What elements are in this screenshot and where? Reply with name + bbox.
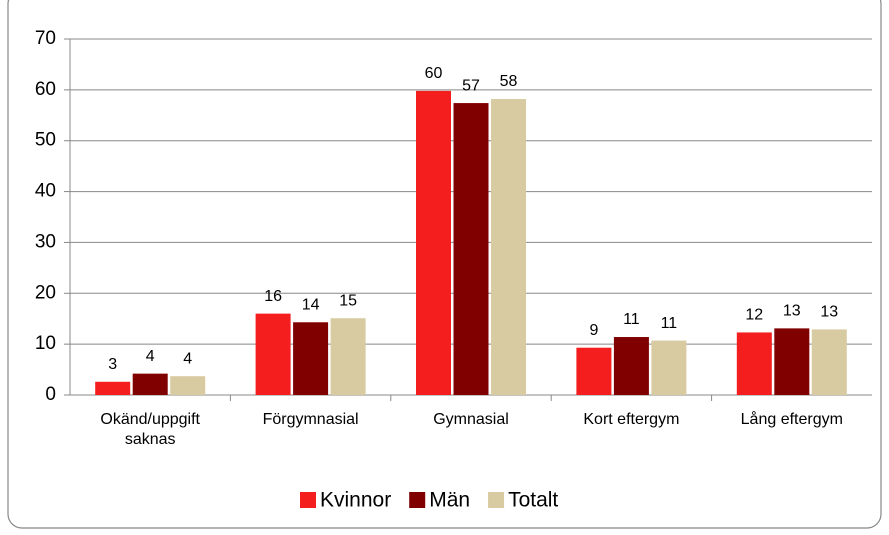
legend-label: Kvinnor [320,489,391,512]
data-label: 11 [661,315,678,332]
bar [491,99,526,396]
bar [576,347,612,395]
data-label: 13 [820,304,838,321]
y-tick-label: 30 [35,231,56,252]
x-tick-label: Lång eftergym [740,411,843,428]
data-label: 4 [183,350,192,367]
x-tick-label: Kort eftergym [583,411,680,428]
x-tick-label: Okänd/uppgift saknas [100,411,200,448]
bar [416,90,451,396]
legend-swatch [409,492,426,508]
data-label: 15 [339,292,357,309]
y-tick-label: 40 [35,181,56,202]
x-tick-label: Förgymnasial [262,411,359,428]
y-tick-label: 10 [35,333,56,354]
data-label: 58 [500,73,518,90]
bar [651,340,687,395]
bar [774,328,810,395]
legend-label: Totalt [508,489,558,512]
y-tick-label: 20 [35,282,56,303]
data-label: 4 [146,348,155,365]
data-label: 9 [589,322,598,339]
data-label: 12 [745,307,763,324]
y-tick-label: 50 [35,130,56,151]
bar [95,381,131,395]
bar [736,332,772,395]
bar [330,318,366,395]
legend-label: Män [429,489,470,512]
data-label: 16 [264,288,282,305]
bar [132,373,168,395]
bar [293,322,329,395]
data-label: 14 [302,296,320,313]
bar [170,376,206,395]
y-tick-label: 0 [45,384,56,405]
data-label: 3 [108,356,117,373]
y-tick-label: 70 [35,28,56,49]
legend-swatch [300,492,316,508]
data-label: 13 [783,303,801,320]
data-label: 57 [462,77,480,94]
bar [255,313,291,395]
data-label: 11 [623,311,640,328]
x-tick-label: Gymnasial [433,411,509,428]
bar [453,103,489,395]
data-label: 60 [425,65,443,82]
bar [811,329,847,395]
y-tick-label: 60 [35,79,56,100]
legend-swatch [488,492,505,508]
bar [613,337,649,395]
